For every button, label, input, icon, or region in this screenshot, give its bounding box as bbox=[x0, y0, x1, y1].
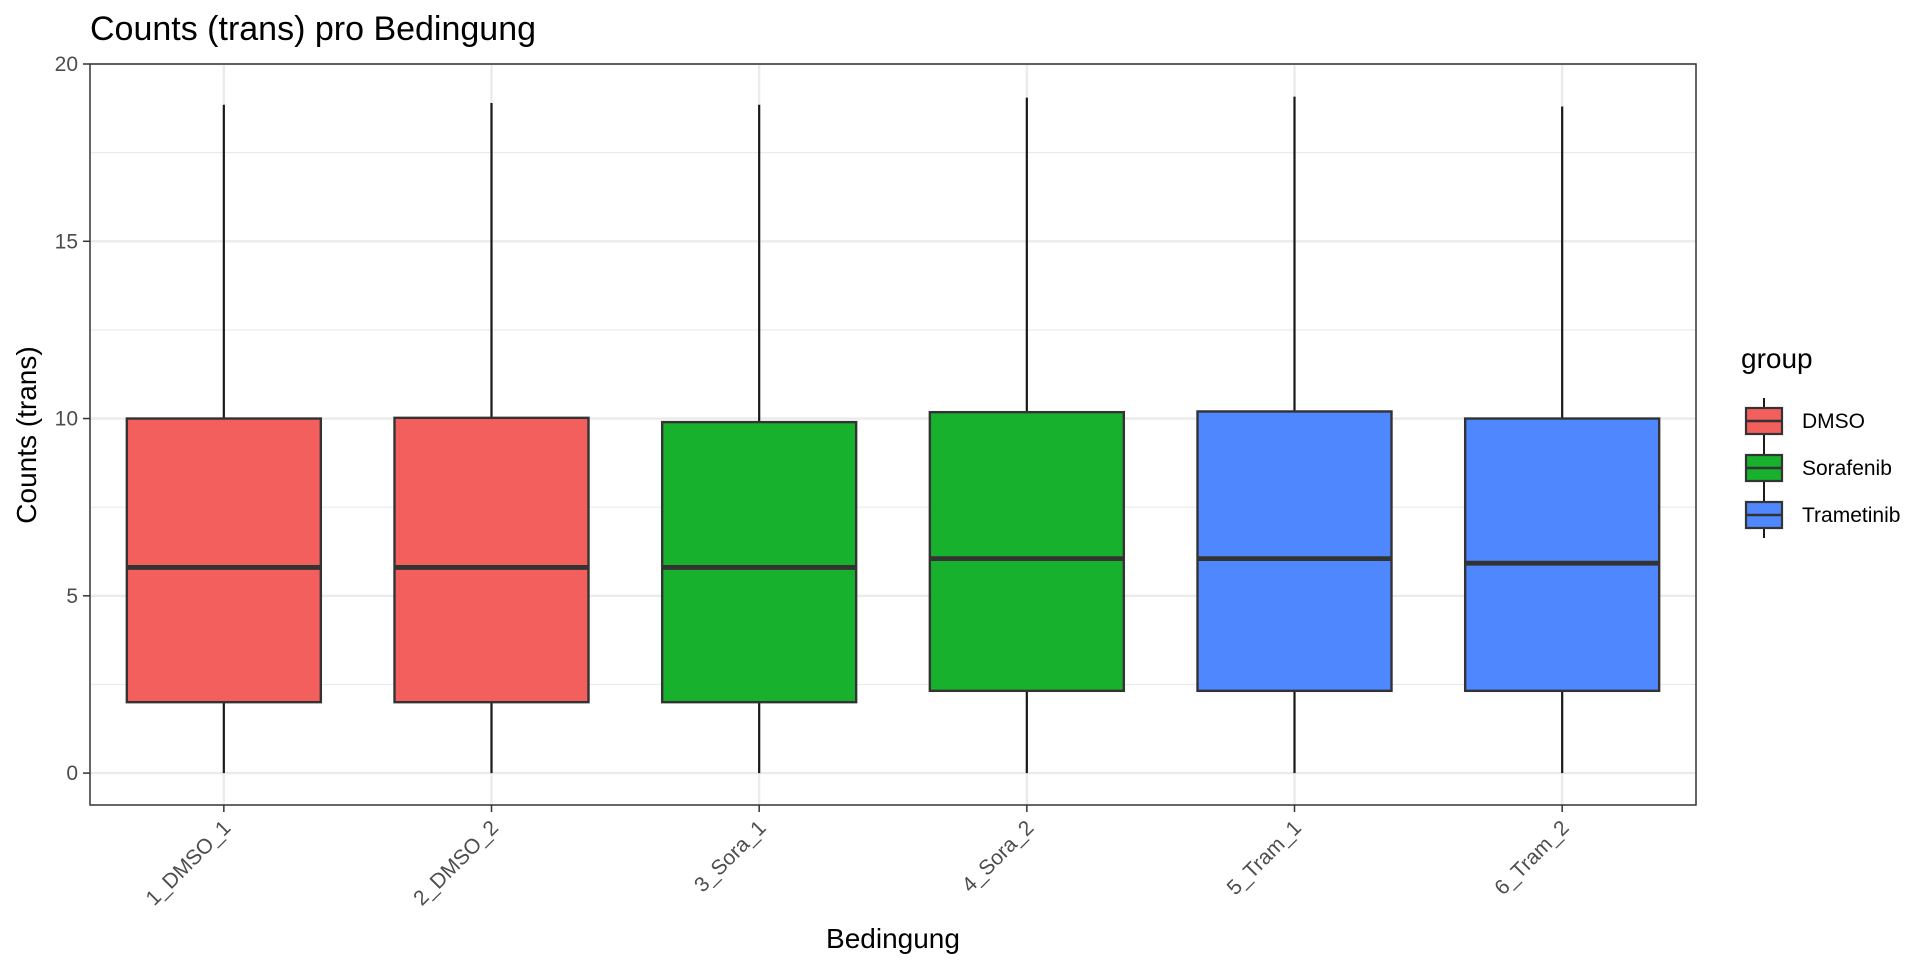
box-body bbox=[1463, 417, 1661, 693]
box-body bbox=[660, 420, 858, 704]
x-tick-label: 2_DMSO_2 bbox=[409, 816, 503, 910]
y-axis-title: Counts (trans) bbox=[11, 346, 42, 523]
chart-title: Counts (trans) pro Bedingung bbox=[90, 10, 536, 48]
legend-label: Sorafenib bbox=[1802, 457, 1892, 480]
box-4_Sora_2 bbox=[928, 97, 1126, 774]
y-tick-label: 20 bbox=[55, 53, 78, 76]
panel-border bbox=[89, 63, 1697, 806]
y-tick-label: 15 bbox=[55, 230, 78, 253]
x-tick-label: 5_Tram_1 bbox=[1223, 816, 1306, 899]
box-6_Tram_2 bbox=[1463, 106, 1661, 774]
box-body bbox=[393, 416, 590, 704]
x-tick-label: 6_Tram_2 bbox=[1490, 816, 1573, 899]
box-5_Tram_1 bbox=[1196, 96, 1393, 774]
x-tick-label: 1_DMSO_1 bbox=[142, 816, 236, 910]
box-2_DMSO_2 bbox=[393, 103, 590, 774]
plot-area: 0 5 10 15 20 1_DMSO_1 2_DMSO_2 3_Sora_1 4_Sora_2… bbox=[55, 53, 1697, 910]
legend-label: Trametinib bbox=[1802, 504, 1900, 527]
y-tick-label: 10 bbox=[55, 408, 78, 431]
x-tick-label: 4_Sora_2 bbox=[958, 816, 1039, 897]
legend-label: DMSO bbox=[1802, 410, 1865, 433]
panel-background bbox=[90, 64, 1696, 805]
box-3_Sora_1 bbox=[660, 104, 858, 774]
y-tick-label: 0 bbox=[66, 762, 78, 785]
legend-title: group bbox=[1741, 343, 1813, 374]
box-body bbox=[125, 417, 323, 704]
box-body bbox=[928, 410, 1126, 693]
x-axis-title: Bedingung bbox=[826, 923, 960, 954]
x-tick-label: 3_Sora_1 bbox=[690, 816, 771, 897]
y-tick-label: 5 bbox=[66, 585, 78, 608]
box-body bbox=[1196, 410, 1393, 693]
box-1_DMSO_1 bbox=[125, 104, 323, 774]
legend: group DMSO Sorafenib Trametinib bbox=[1741, 343, 1900, 538]
